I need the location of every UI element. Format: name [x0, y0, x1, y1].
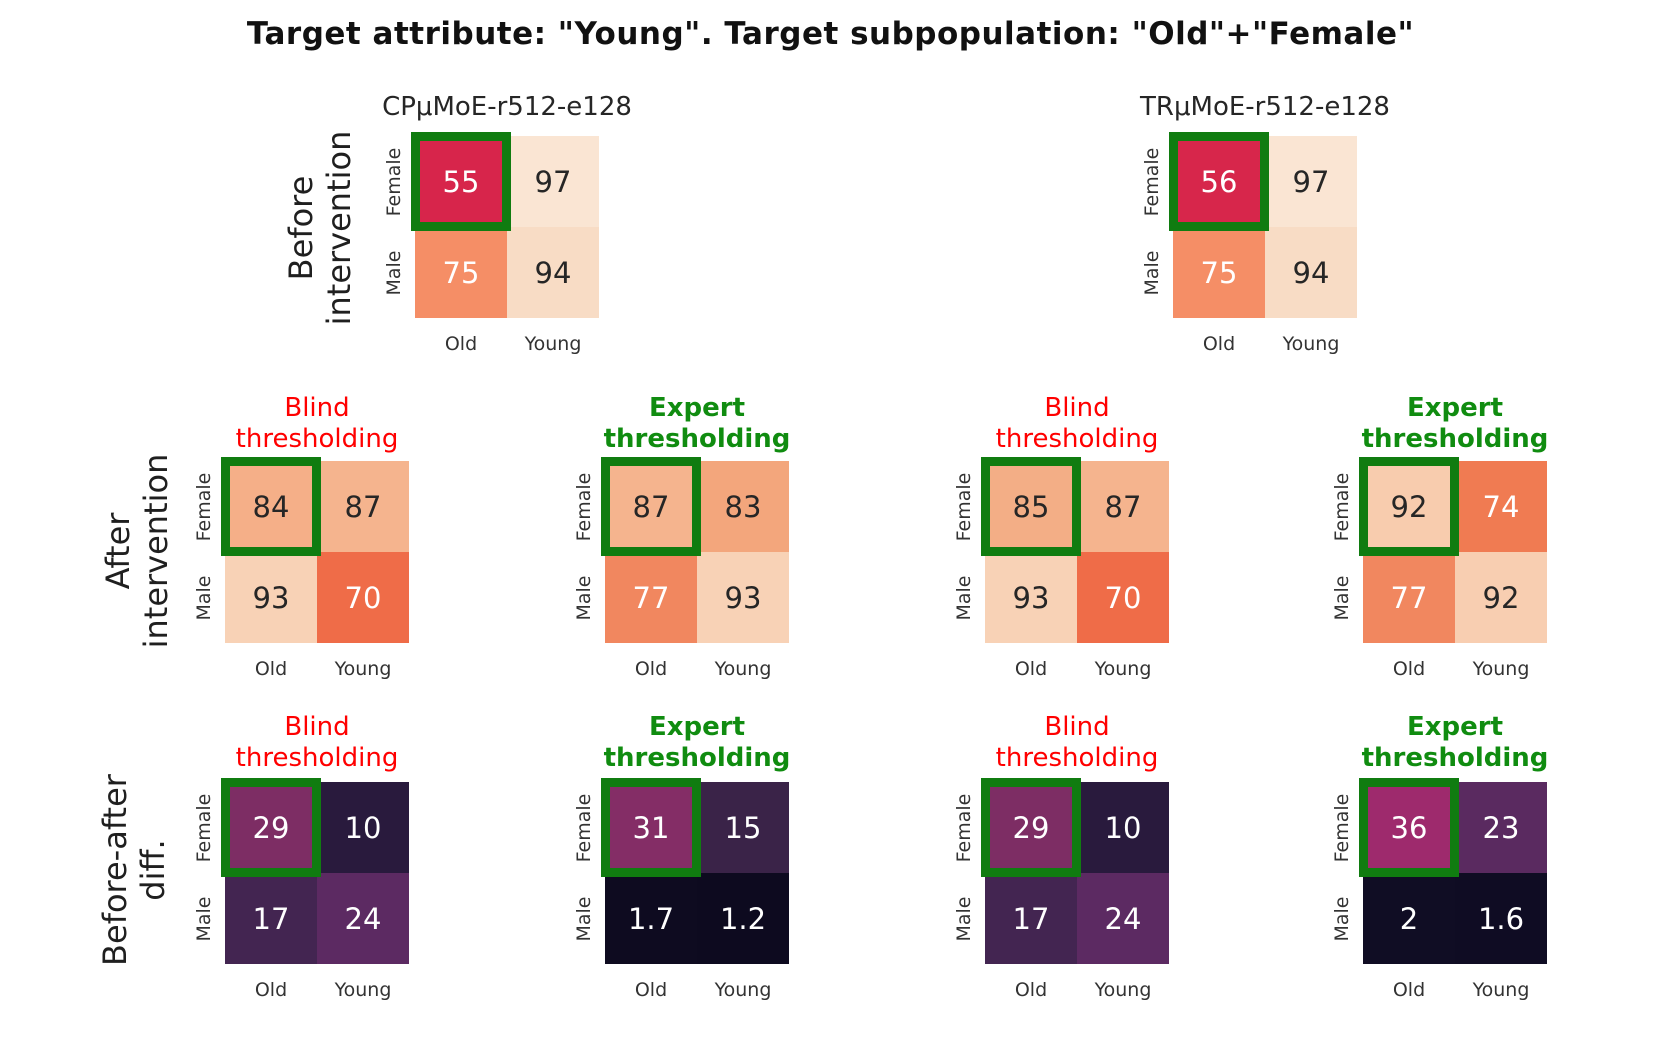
- panel-title: Blind thresholding: [995, 712, 1159, 773]
- panel-title: TRμMoE-r512-e128: [1140, 92, 1390, 122]
- highlight-box: [601, 778, 701, 877]
- x-tick-label: Old: [254, 658, 288, 680]
- y-tick-label: Male: [953, 575, 975, 621]
- highlight-box: [221, 457, 321, 556]
- x-tick-label: Old: [444, 333, 478, 355]
- heatmap-cell: 70: [317, 552, 409, 643]
- heatmap-cell: 77: [1363, 552, 1455, 643]
- y-tick-label: Male: [383, 250, 405, 296]
- heatmap-cell: 36: [1363, 782, 1455, 873]
- x-tick-label: Old: [1014, 979, 1048, 1001]
- heatmap-cell: 1.2: [697, 873, 789, 964]
- heatmap-cell: 24: [317, 873, 409, 964]
- x-tick-label: Old: [1202, 333, 1236, 355]
- heatmap-cell: 55: [415, 136, 507, 227]
- x-tick-label: Old: [1014, 658, 1048, 680]
- heatmap-cell: 74: [1455, 461, 1547, 552]
- x-tick-label: Young: [1472, 658, 1530, 680]
- figure-title: Target attribute: "Young". Target subpop…: [246, 16, 1415, 52]
- row-label: Before intervention: [282, 130, 358, 326]
- heatmap-cell: 2: [1363, 873, 1455, 964]
- heatmap-cell: 10: [1077, 782, 1169, 873]
- highlight-box: [221, 778, 321, 877]
- heatmap-cell: 92: [1363, 461, 1455, 552]
- x-tick-label: Old: [634, 979, 668, 1001]
- heatmap-cell: 75: [415, 227, 507, 318]
- heatmap-cell: 85: [985, 461, 1077, 552]
- heatmap-cell: 15: [697, 782, 789, 873]
- x-tick-label: Old: [254, 979, 288, 1001]
- heatmap-cell: 84: [225, 461, 317, 552]
- x-tick-label: Young: [334, 658, 392, 680]
- heatmap-cell: 17: [225, 873, 317, 964]
- heatmap-cell: 93: [985, 552, 1077, 643]
- heatmap-cell: 97: [1265, 136, 1357, 227]
- heatmap-cell: 93: [697, 552, 789, 643]
- y-tick-label: Male: [193, 896, 215, 942]
- panel-title: Expert thresholding: [603, 393, 791, 454]
- heatmap-cell: 1.7: [605, 873, 697, 964]
- highlight-box: [1169, 132, 1269, 231]
- y-tick-label: Male: [193, 575, 215, 621]
- heatmap-cell: 87: [317, 461, 409, 552]
- heatmap-cell: 92: [1455, 552, 1547, 643]
- x-tick-label: Old: [1392, 658, 1426, 680]
- heatmap-cell: 24: [1077, 873, 1169, 964]
- panel-title: Blind thresholding: [235, 712, 399, 773]
- highlight-box: [1359, 457, 1459, 556]
- y-tick-label: Male: [573, 575, 595, 621]
- heatmap-cell: 77: [605, 552, 697, 643]
- panel-title: Blind thresholding: [235, 393, 399, 454]
- heatmap-cell: 10: [317, 782, 409, 873]
- y-tick-label: Male: [1141, 250, 1163, 296]
- y-tick-label: Male: [953, 896, 975, 942]
- x-tick-label: Young: [1472, 979, 1530, 1001]
- heatmap-cell: 70: [1077, 552, 1169, 643]
- x-tick-label: Old: [1392, 979, 1426, 1001]
- y-tick-label: Male: [573, 896, 595, 942]
- x-tick-label: Young: [714, 658, 772, 680]
- heatmap-cell: 94: [507, 227, 599, 318]
- x-tick-label: Old: [634, 658, 668, 680]
- y-tick-label: Male: [1331, 575, 1353, 621]
- x-tick-label: Young: [1282, 333, 1340, 355]
- panel-title: CPμMoE-r512-e128: [382, 92, 632, 122]
- heatmap-cell: 31: [605, 782, 697, 873]
- heatmap-cell: 94: [1265, 227, 1357, 318]
- x-tick-label: Young: [714, 979, 772, 1001]
- heatmap-cell: 1.6: [1455, 873, 1547, 964]
- heatmap-cell: 97: [507, 136, 599, 227]
- x-tick-label: Young: [334, 979, 392, 1001]
- panel-title: Expert thresholding: [603, 712, 791, 773]
- heatmap-cell: 29: [225, 782, 317, 873]
- y-tick-label: Male: [1331, 896, 1353, 942]
- heatmap-cell: 93: [225, 552, 317, 643]
- heatmap-cell: 56: [1173, 136, 1265, 227]
- highlight-box: [1359, 778, 1459, 877]
- heatmap-cell: 29: [985, 782, 1077, 873]
- heatmap-cell: 87: [1077, 461, 1169, 552]
- panel-title: Blind thresholding: [995, 393, 1159, 454]
- highlight-box: [981, 457, 1081, 556]
- heatmap-cell: 87: [605, 461, 697, 552]
- panel-title: Expert thresholding: [1361, 712, 1549, 773]
- x-tick-label: Young: [524, 333, 582, 355]
- highlight-box: [411, 132, 511, 231]
- panel-title: Expert thresholding: [1361, 393, 1549, 454]
- x-tick-label: Young: [1094, 979, 1152, 1001]
- x-tick-label: Young: [1094, 658, 1152, 680]
- heatmap-cell: 83: [697, 461, 789, 552]
- highlight-box: [981, 778, 1081, 877]
- heatmap-cell: 75: [1173, 227, 1265, 318]
- heatmap-cell: 17: [985, 873, 1077, 964]
- highlight-box: [601, 457, 701, 556]
- heatmap-cell: 23: [1455, 782, 1547, 873]
